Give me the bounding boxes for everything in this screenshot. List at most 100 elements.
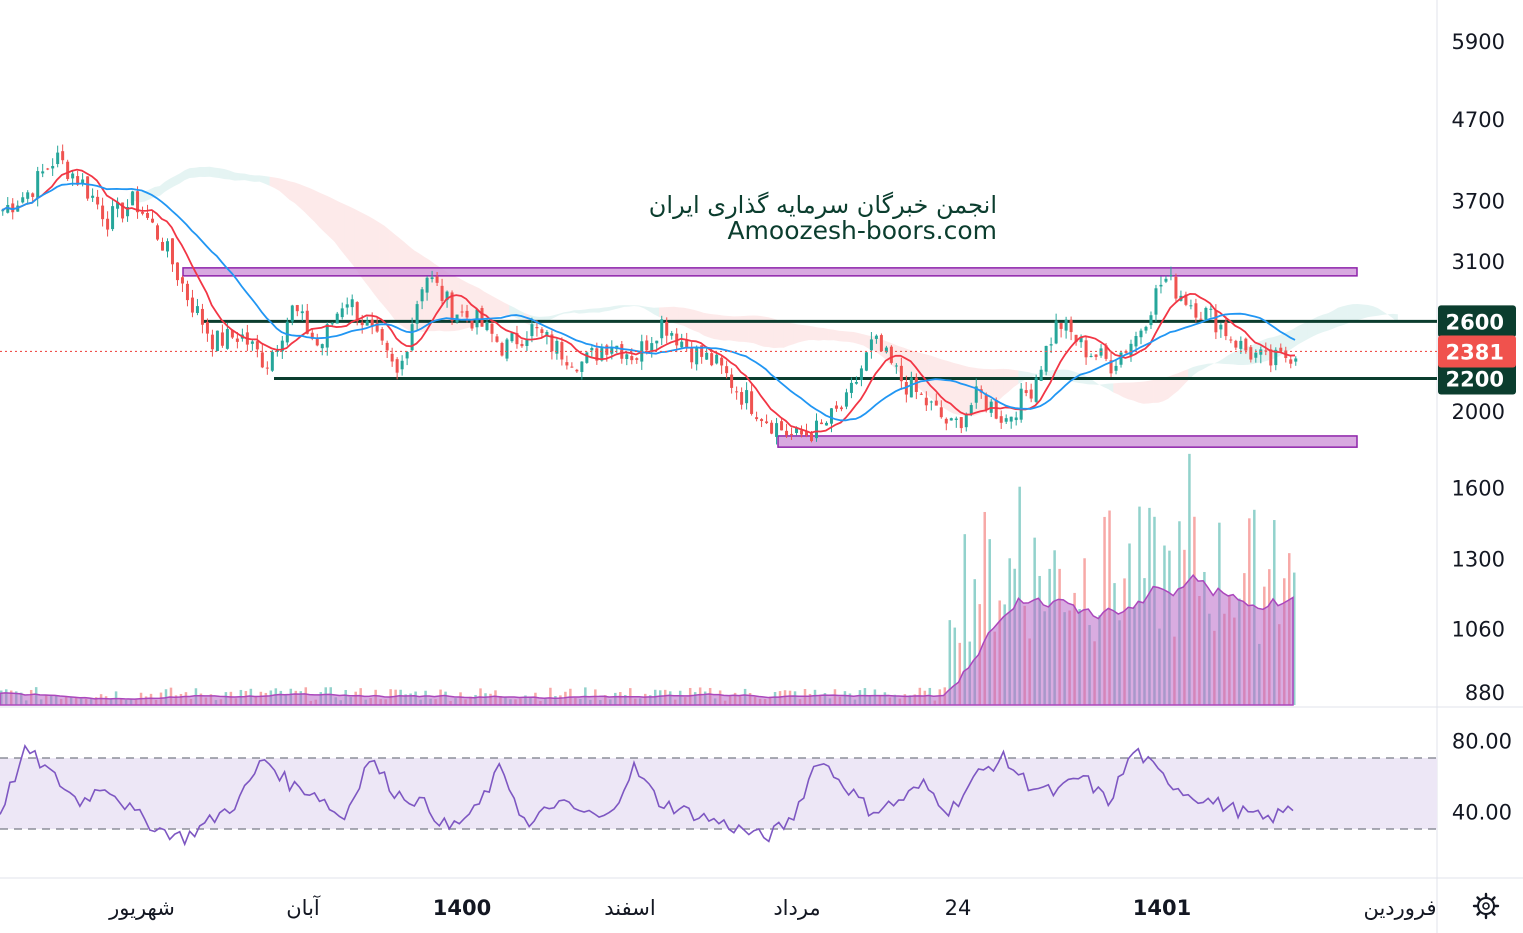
candle-body xyxy=(1029,389,1033,399)
candle-body xyxy=(1164,278,1168,282)
candle-body xyxy=(305,310,309,334)
cloud-segment xyxy=(1008,369,1014,392)
cloud-segment xyxy=(314,190,320,228)
cloud-segment xyxy=(634,305,640,307)
candle-body xyxy=(1064,319,1068,331)
cloud-segment xyxy=(678,307,684,326)
candle-body xyxy=(285,321,289,343)
candle-body xyxy=(151,218,155,223)
cloud-segment xyxy=(139,191,145,203)
cloud-segment xyxy=(404,242,410,331)
cloud-segment xyxy=(778,320,784,348)
candle-body xyxy=(560,342,564,360)
cloud-segment xyxy=(199,166,205,177)
candle-body xyxy=(859,368,863,381)
candle-body xyxy=(1024,390,1028,393)
candle-body xyxy=(485,321,489,331)
support-zone xyxy=(777,435,1358,448)
volume-bar xyxy=(1018,486,1021,705)
candle-body xyxy=(665,321,669,336)
cloud-segment xyxy=(649,307,654,315)
cloud-segment xyxy=(668,306,674,324)
candle-body xyxy=(165,241,169,252)
candle-body xyxy=(365,320,369,326)
candle-body xyxy=(725,366,729,374)
candle-body xyxy=(156,225,160,240)
cloud-segment xyxy=(848,331,854,343)
candle-body xyxy=(550,334,554,352)
cloud-segment xyxy=(289,181,295,204)
candle-body xyxy=(380,329,384,341)
candle-body xyxy=(106,218,110,230)
candle-body xyxy=(994,399,998,419)
candle-body xyxy=(710,353,714,366)
candle-body xyxy=(899,365,903,382)
cloud-segment xyxy=(629,305,635,307)
cloud-segment xyxy=(1298,323,1303,345)
cloud-segment xyxy=(169,176,175,189)
price-scale-tick: 3700 xyxy=(1452,190,1505,214)
cloud-segment xyxy=(234,172,240,181)
candle-body xyxy=(51,166,55,169)
cloud-segment xyxy=(179,170,185,184)
candle-body xyxy=(680,341,684,348)
candle-body xyxy=(330,323,334,325)
time-axis[interactable]: شهریور آبان 1400 اسفند مرداد 24 1401 فروردین xyxy=(108,895,1436,920)
candle-body xyxy=(805,431,809,436)
candle-body xyxy=(844,392,848,407)
cloud-segment xyxy=(758,315,764,347)
rsi-scale[interactable]: 80.00 40.00 xyxy=(1452,729,1512,824)
cloud-segment xyxy=(219,168,225,180)
cloud-segment xyxy=(614,305,620,310)
candle-body xyxy=(400,360,404,370)
cloud-segment xyxy=(254,175,260,182)
time-axis-label: اسفند xyxy=(604,896,655,920)
cloud-segment xyxy=(863,334,869,349)
cloud-segment xyxy=(1307,318,1313,340)
cloud-segment xyxy=(329,197,335,242)
candle-body xyxy=(790,433,794,435)
candle-body xyxy=(490,323,494,334)
candle-body xyxy=(740,392,744,405)
candle-body xyxy=(320,344,324,349)
candle-body xyxy=(630,356,634,361)
rsi-scale-tick: 80.00 xyxy=(1452,729,1512,753)
candle-body xyxy=(405,351,409,359)
candle-body xyxy=(1199,318,1203,320)
cloud-segment xyxy=(624,305,630,307)
cloud-segment xyxy=(788,322,794,346)
candle-body xyxy=(116,201,120,209)
cloud-segment xyxy=(658,307,664,320)
cloud-segment xyxy=(369,216,375,295)
candle-body xyxy=(460,311,464,313)
candle-body xyxy=(575,369,579,372)
candle-body xyxy=(800,430,804,435)
price-scale[interactable]: 5900 4700 3700 3100 2000 1600 1300 1060 880 xyxy=(1452,30,1505,705)
volume-bar xyxy=(953,627,957,705)
resistance-zone xyxy=(182,267,1358,277)
candle-body xyxy=(520,343,524,347)
candle-body xyxy=(785,430,789,436)
candle-body xyxy=(720,357,724,366)
candle-body xyxy=(265,367,269,369)
cloud-segment xyxy=(184,168,190,181)
candle-body xyxy=(1084,340,1088,358)
cloud-segment xyxy=(1312,316,1318,337)
volume-bar xyxy=(169,687,173,705)
candle-body xyxy=(959,417,963,429)
cloud-segment xyxy=(838,330,844,342)
price-scale-tick: 1600 xyxy=(1452,476,1505,500)
level-badge-2200-label: 2200 xyxy=(1446,368,1504,392)
candle-body xyxy=(695,346,699,365)
cloud-segment xyxy=(1093,380,1099,385)
price-scale-tick: 1060 xyxy=(1452,617,1505,641)
candle-body xyxy=(1009,416,1013,422)
cloud-segment xyxy=(554,313,560,318)
time-axis-label: شهریور xyxy=(108,896,175,920)
cloud-segment xyxy=(873,336,879,354)
candle-body xyxy=(814,420,818,439)
candle-body xyxy=(1119,352,1123,365)
gear-icon[interactable] xyxy=(1472,892,1500,920)
cloud-segment xyxy=(958,364,964,416)
